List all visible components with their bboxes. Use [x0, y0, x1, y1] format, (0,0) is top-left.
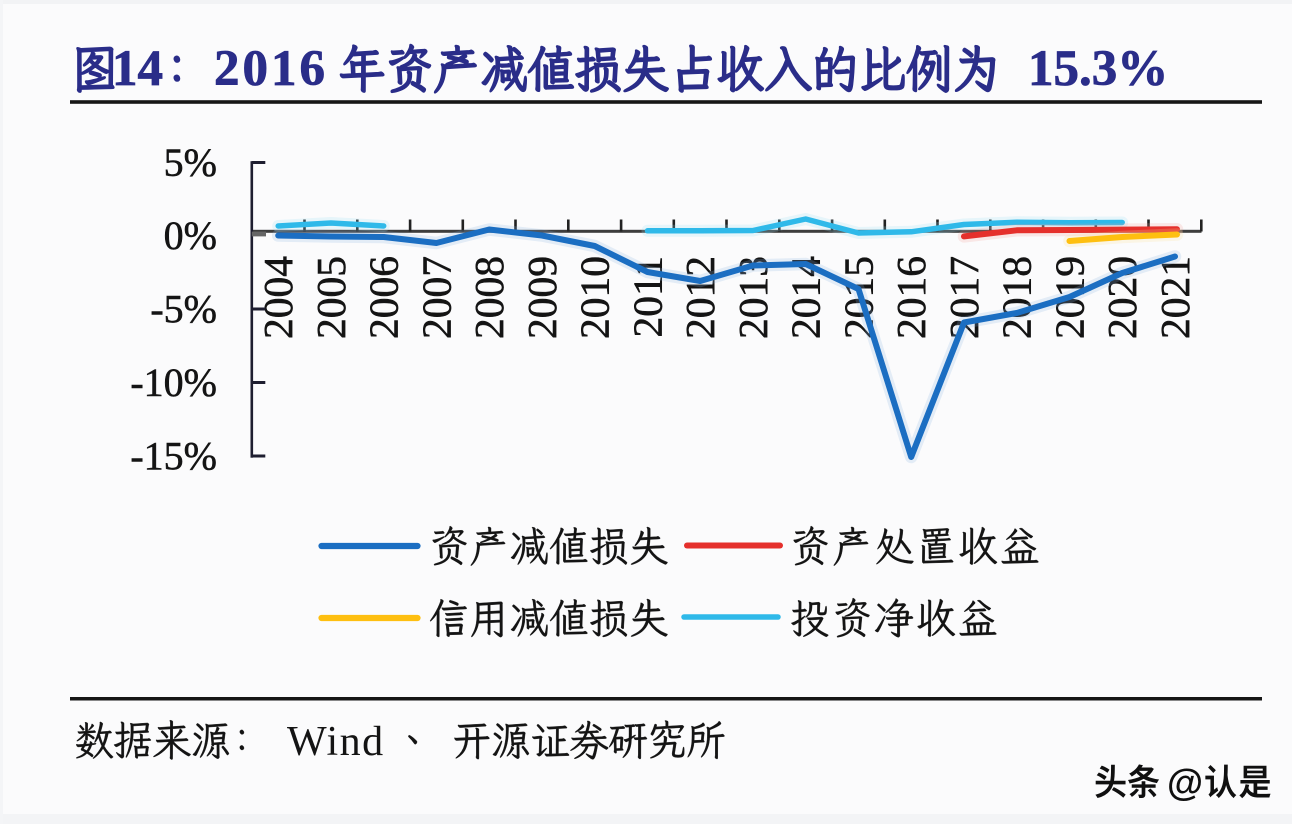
svg-text:2016: 2016 — [214, 41, 328, 97]
svg-text:@: @ — [1167, 762, 1203, 803]
svg-text:2021: 2021 — [1152, 256, 1198, 339]
svg-text:0%: 0% — [164, 213, 217, 258]
svg-text:2010: 2010 — [572, 256, 618, 339]
svg-text:2013: 2013 — [730, 256, 776, 339]
svg-text:2016: 2016 — [888, 256, 934, 339]
svg-text:2004: 2004 — [255, 256, 301, 339]
svg-text:2012: 2012 — [677, 256, 723, 339]
svg-text:2008: 2008 — [466, 256, 512, 339]
svg-text:5%: 5% — [164, 140, 217, 185]
svg-text:2006: 2006 — [361, 256, 407, 339]
svg-text:Wind: Wind — [287, 719, 385, 765]
svg-text:2005: 2005 — [308, 256, 354, 339]
svg-text:14: 14 — [112, 41, 163, 97]
svg-text:2009: 2009 — [519, 256, 565, 339]
svg-text:-15%: -15% — [130, 433, 217, 478]
svg-text:2018: 2018 — [994, 256, 1040, 339]
svg-text:2007: 2007 — [413, 256, 459, 339]
svg-text:-5%: -5% — [150, 286, 217, 331]
svg-text:2015: 2015 — [835, 256, 881, 339]
svg-text:-10%: -10% — [130, 360, 217, 405]
svg-text:15.3%: 15.3% — [1028, 41, 1168, 97]
